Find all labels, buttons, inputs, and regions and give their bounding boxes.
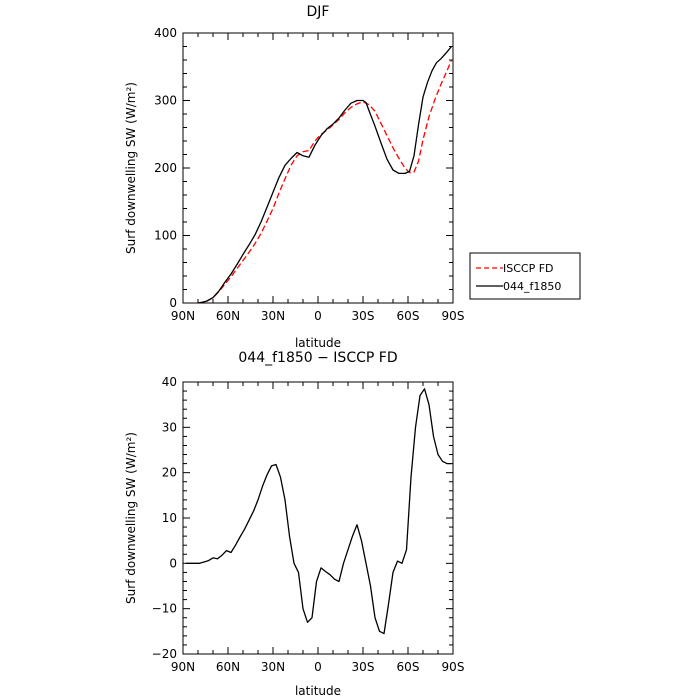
tick-labels: 90N 60N 30N 0 30S 60S 90S 0 100 200 300 400 xyxy=(154,26,464,323)
y-tick-label: 0 xyxy=(169,556,177,570)
axis-ticks xyxy=(182,32,454,304)
bottom-chart-panel: 044_f1850 − ISCCP FD Surf downwelling SW… xyxy=(124,350,464,698)
tick-labels: 90N 60N 30N 0 30S 60S 90S −20 −10 0 10 20 30 40 xyxy=(152,375,465,674)
legend-label-model: 044_f1850 xyxy=(503,280,561,293)
plot-frame xyxy=(182,381,454,655)
legend-label-isccp: ISCCP FD xyxy=(503,262,554,275)
chart-title: DJF xyxy=(307,4,330,20)
y-tick-label: 100 xyxy=(154,229,177,243)
y-tick-label: 30 xyxy=(162,420,177,434)
chart-title: 044_f1850 − ISCCP FD xyxy=(238,350,397,366)
y-tick-label: 300 xyxy=(154,94,177,108)
x-tick-label: 30N xyxy=(261,309,285,323)
x-tick-label: 0 xyxy=(314,309,322,323)
y-axis-title: Surf downwelling SW (W/m²) xyxy=(124,432,138,604)
x-tick-label: 90S xyxy=(442,309,465,323)
series-lines xyxy=(186,388,452,635)
x-tick-label: 30S xyxy=(352,309,375,323)
y-tick-label: 40 xyxy=(162,375,177,389)
x-tick-label: 30N xyxy=(261,660,285,674)
series-lines xyxy=(197,46,453,304)
y-axis-title: Surf downwelling SW (W/m²) xyxy=(124,82,138,254)
x-tick-label: 90N xyxy=(171,309,195,323)
x-tick-label: 60S xyxy=(397,660,420,674)
y-tick-label: −10 xyxy=(152,602,177,616)
plot-frame xyxy=(182,32,454,304)
x-axis-title: latitude xyxy=(295,336,341,350)
legend: ISCCP FD 044_f1850 xyxy=(469,252,581,300)
y-tick-label: 0 xyxy=(169,296,177,310)
y-tick-label: 20 xyxy=(162,466,177,480)
y-tick-label: 10 xyxy=(162,511,177,525)
x-tick-label: 60S xyxy=(397,309,420,323)
legend-box xyxy=(469,252,581,300)
axis-ticks xyxy=(182,381,454,655)
series-line-difference xyxy=(186,388,452,635)
x-tick-label: 90S xyxy=(442,660,465,674)
x-tick-label: 0 xyxy=(314,660,322,674)
y-tick-label: 400 xyxy=(154,26,177,40)
series-line-044-f1850 xyxy=(197,46,452,304)
top-chart-panel: DJF Surf downwelling SW (W/m²) latitude … xyxy=(124,4,581,350)
x-tick-label: 60N xyxy=(216,660,240,674)
y-tick-label: −20 xyxy=(152,647,177,661)
y-tick-label: 200 xyxy=(154,161,177,175)
x-tick-label: 90N xyxy=(171,660,195,674)
x-tick-label: 60N xyxy=(216,309,240,323)
x-tick-label: 30S xyxy=(352,660,375,674)
series-line-isccp-fd xyxy=(197,59,453,304)
x-axis-title: latitude xyxy=(295,684,341,698)
